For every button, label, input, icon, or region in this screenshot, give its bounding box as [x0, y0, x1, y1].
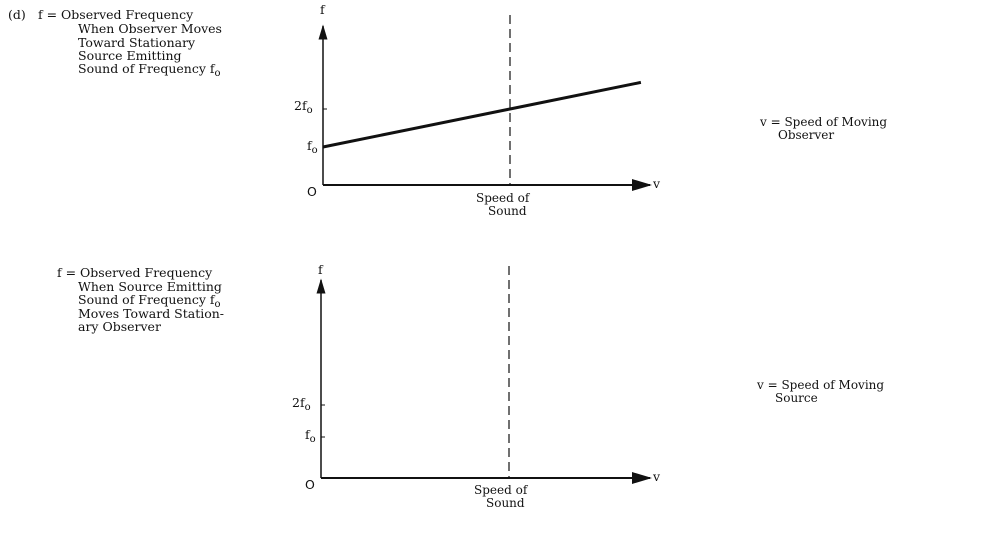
graph2-x-label: v — [653, 469, 661, 484]
subscript: o — [214, 68, 221, 79]
desc-text: Sound of Frequency f — [78, 292, 215, 307]
graph2-tick-f0-label: fo — [305, 427, 316, 445]
graph2-sound-label-2: Sound — [486, 496, 525, 510]
graph2-desc-line-4: Moves Toward Station- — [78, 306, 225, 321]
tick-text: 2f — [294, 98, 307, 113]
subscript: o — [309, 434, 316, 445]
graph2-origin-label: O — [305, 477, 315, 492]
graph1-tick-f0-label: fo — [307, 138, 318, 156]
graph2-y-label: f — [318, 262, 323, 277]
graph1-frequency-line — [322, 80, 642, 149]
graph1-desc-line-5: Sound of Frequency fo — [78, 62, 221, 81]
graph2-v-def-2: Source — [775, 391, 818, 405]
graph1-desc-line-4: Source Emitting — [78, 48, 182, 63]
graph2-sound-label-1: Speed of — [474, 483, 528, 497]
graph2-desc-line-2: When Source Emitting — [78, 279, 222, 294]
graph1-x-label: v — [653, 176, 661, 191]
graph2-tick-2f0-label: 2fo — [292, 395, 311, 413]
graph2-v-def-1: v = Speed of Moving — [757, 378, 885, 392]
tick-text: f — [305, 427, 310, 442]
graph1-desc-line-2: When Observer Moves — [78, 21, 222, 36]
graph1-origin-label: O — [307, 184, 317, 199]
graph1-y-label: f — [320, 2, 325, 17]
subscript: o — [214, 299, 221, 310]
tick-text: f — [307, 138, 312, 153]
subscript: o — [306, 105, 313, 116]
part-label: (d) — [8, 7, 26, 22]
subscript: o — [304, 402, 311, 413]
graph1-desc-line-1: f = Observed Frequency — [38, 7, 194, 22]
desc-text: Sound of Frequency f — [78, 61, 215, 76]
graph1-tick-2f0-label: 2fo — [294, 98, 313, 116]
graph1-sound-label-1: Speed of — [476, 191, 530, 205]
graph2-desc-line-3: Sound of Frequency fo — [78, 293, 221, 312]
graph1-desc-line-3: Toward Stationary — [78, 35, 196, 50]
graph2-desc-line-1: f = Observed Frequency — [57, 265, 213, 280]
tick-text: 2f — [292, 395, 305, 410]
graph2-desc-line-5: ary Observer — [78, 319, 161, 334]
subscript: o — [311, 145, 318, 156]
graph1-v-def-2: Observer — [778, 128, 835, 142]
graph1-sound-label-2: Sound — [488, 204, 527, 218]
graph1-v-def-1: v = Speed of Moving — [760, 115, 888, 129]
